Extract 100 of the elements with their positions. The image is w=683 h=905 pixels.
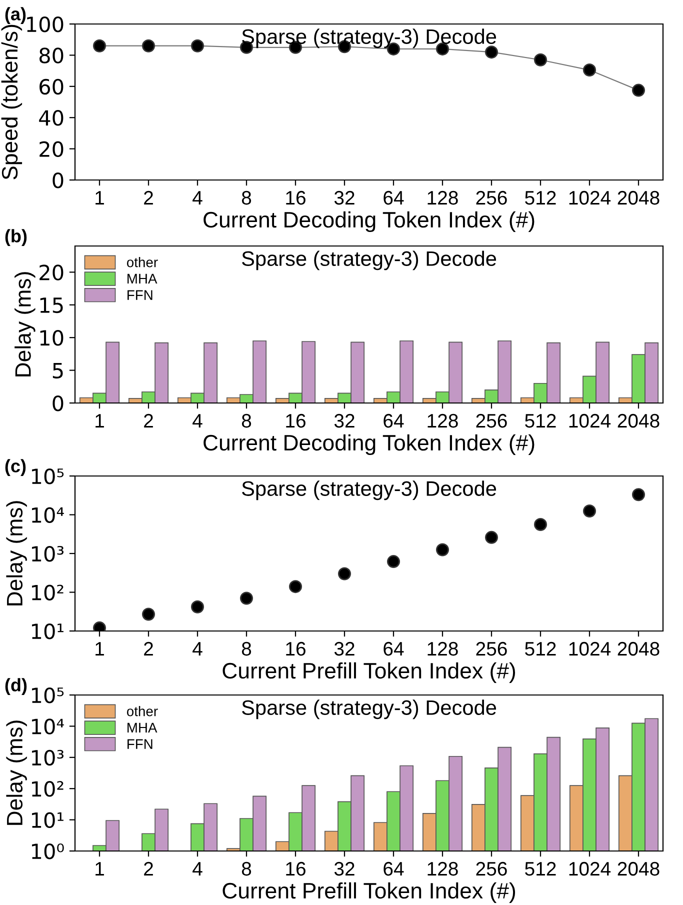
chart-title: Sparse (strategy-3) Decode <box>242 700 496 720</box>
text: (c) <box>5 459 26 476</box>
x-tick-label: 16 <box>286 862 306 876</box>
point <box>190 600 204 614</box>
x-tick-label: 2048 <box>618 642 660 656</box>
x-axis-title: Current Prefill Token Index (#) <box>222 882 516 904</box>
x-tick-label: 128 <box>428 414 458 428</box>
point <box>534 53 548 66</box>
x-tick-label: 1024 <box>569 190 611 205</box>
point <box>338 567 352 580</box>
point <box>142 39 156 52</box>
text: (b) <box>5 229 27 246</box>
x-tick-label: 1024 <box>569 642 611 656</box>
x-tick-label: 2048 <box>618 190 660 205</box>
chart-title: Sparse (strategy-3) Decode <box>242 480 496 500</box>
x-tick-label: 1 <box>96 862 104 876</box>
point <box>436 543 450 556</box>
y-tick-label: 10³ <box>32 546 64 562</box>
y-tick-label: 10⁵ <box>32 468 64 484</box>
legend-label: FFN <box>128 739 152 749</box>
y-tick-label: 40 <box>39 110 64 126</box>
y-tick-label: 15 <box>40 298 63 314</box>
x-tick-label: 16 <box>286 190 306 205</box>
x-tick-label: 2 <box>144 190 153 205</box>
y-tick-label: 10⁴ <box>32 507 64 523</box>
x-tick-label: 64 <box>384 642 404 656</box>
x-tick-label: 4 <box>192 862 202 876</box>
y-axis-title: Delay (ms) <box>6 720 27 825</box>
point <box>92 39 106 52</box>
point <box>632 84 646 97</box>
x-tick-label: 16 <box>286 414 306 428</box>
chart-title: Sparse (strategy-3) Decode <box>242 250 496 270</box>
x-tick-label: 512 <box>525 642 556 656</box>
x-tick-label: 1024 <box>569 862 611 876</box>
point <box>142 608 156 621</box>
x-tick-label: 256 <box>476 190 507 205</box>
y-axis-title: Delay (ms) <box>6 501 27 606</box>
y-tick-label: 10¹ <box>32 623 64 640</box>
x-tick-label: 8 <box>242 414 252 428</box>
y-tick-label: 5 <box>52 363 63 379</box>
x-tick-label: 64 <box>384 190 404 205</box>
point <box>632 488 646 502</box>
point <box>240 592 254 605</box>
y-tick-label: 100 <box>27 16 64 32</box>
y-tick-label: 20 <box>40 264 64 280</box>
x-axis-title: Current Decoding Token Index (#) <box>204 434 534 456</box>
text: (d) <box>5 678 27 695</box>
point <box>582 504 596 518</box>
y-axis-title: Speed (token/s) <box>1 24 22 180</box>
y-tick-label: 10² <box>32 584 64 600</box>
x-tick-label: 256 <box>476 642 507 656</box>
x-axis-title: Current Decoding Token Index (#) <box>204 211 534 232</box>
legend-label: other <box>126 706 158 716</box>
x-tick-label: 128 <box>428 642 458 656</box>
legend-label: other <box>126 257 158 268</box>
x-tick-label: 2048 <box>618 414 660 428</box>
y-tick-label: 0 <box>52 395 64 412</box>
y-axis-title: Delay (ms) <box>14 272 36 376</box>
point <box>386 555 400 568</box>
y-tick-label: 20 <box>40 141 64 158</box>
x-tick-label: 256 <box>476 414 507 428</box>
x-tick-label: 512 <box>525 862 556 876</box>
x-tick-label: 4 <box>192 642 202 656</box>
legend-label: MHA <box>128 274 158 284</box>
text: (a) <box>5 7 26 24</box>
x-tick-label: 2 <box>144 414 153 428</box>
x-tick-label: 1 <box>96 191 104 205</box>
y-tick-label: 10¹ <box>32 812 64 828</box>
point <box>484 46 498 59</box>
y-tick-label: 10 <box>40 330 64 346</box>
y-tick-label: 10⁰ <box>32 843 64 860</box>
x-tick-label: 64 <box>384 414 404 428</box>
x-tick-label: 32 <box>334 862 354 876</box>
x-tick-label: 8 <box>242 642 252 656</box>
x-tick-label: 1 <box>96 642 104 656</box>
point <box>288 580 302 594</box>
point <box>534 518 548 532</box>
x-tick-label: 2048 <box>618 862 660 876</box>
x-axis-title: Current Prefill Token Index (#) <box>222 662 516 684</box>
y-tick-label: 10² <box>32 781 64 797</box>
y-tick-label: 10⁴ <box>32 718 64 734</box>
x-tick-label: 128 <box>428 862 458 876</box>
x-tick-label: 128 <box>428 190 458 205</box>
y-tick-label: 10³ <box>32 750 64 766</box>
point <box>484 530 498 544</box>
x-tick-label: 32 <box>334 642 354 656</box>
x-tick-label: 1024 <box>569 414 611 428</box>
y-tick-label: 60 <box>40 78 64 95</box>
y-tick-label: 80 <box>39 48 64 64</box>
x-tick-label: 32 <box>334 414 354 428</box>
x-tick-label: 32 <box>334 190 354 205</box>
x-tick-label: 2 <box>144 642 153 656</box>
x-tick-label: 8 <box>242 862 252 876</box>
x-tick-label: 8 <box>242 190 252 205</box>
x-tick-label: 512 <box>525 190 556 205</box>
y-tick-label: 10⁵ <box>32 687 64 704</box>
x-tick-label: 4 <box>192 414 202 428</box>
legend-label: FFN <box>128 290 152 300</box>
y-tick-label: 0 <box>52 172 64 188</box>
point <box>190 39 204 52</box>
